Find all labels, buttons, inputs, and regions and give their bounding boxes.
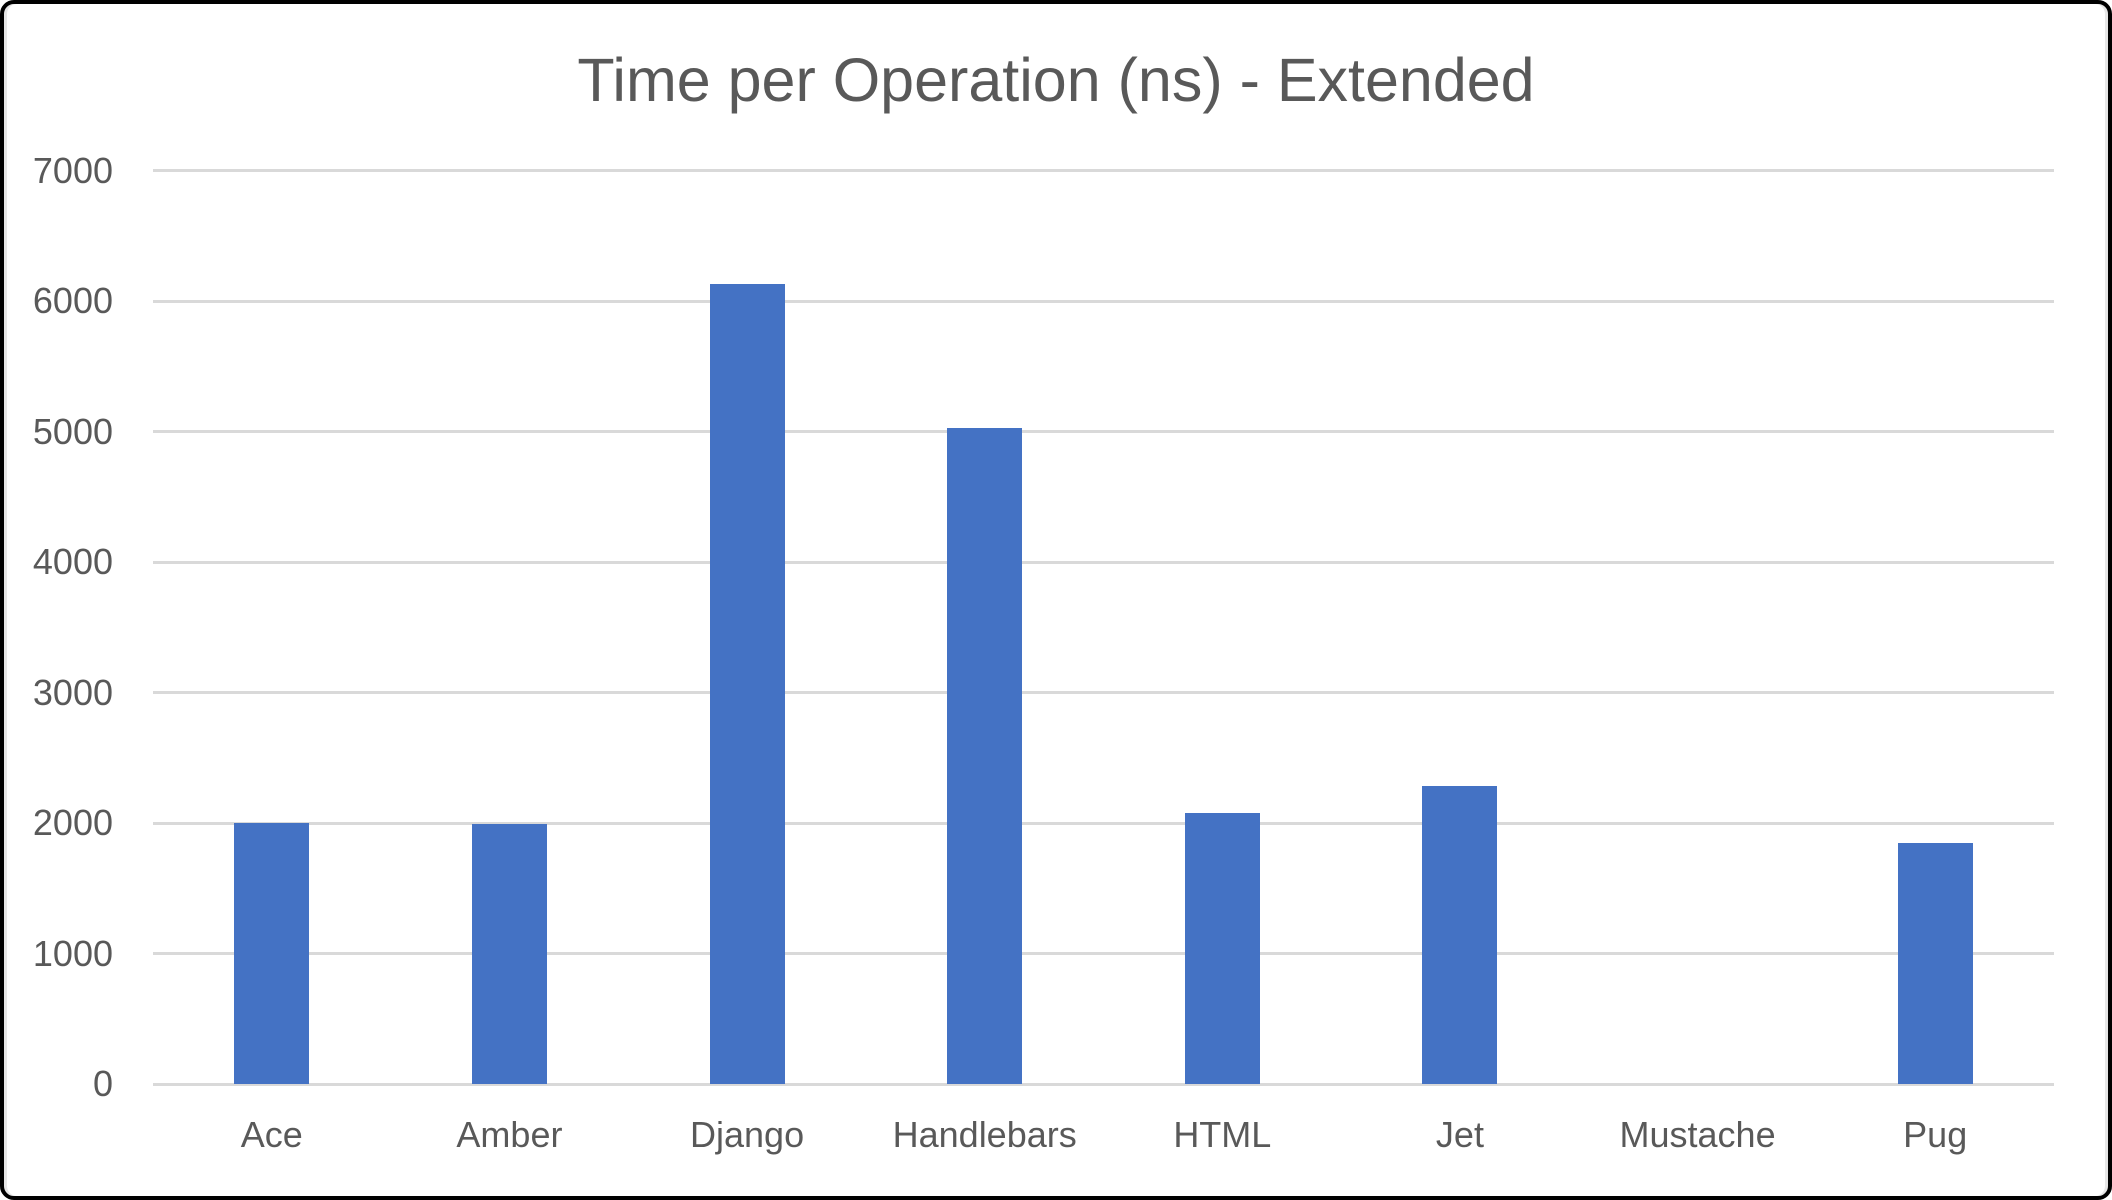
- gridline-3000: [153, 691, 2054, 694]
- bar-amber: [471, 824, 547, 1084]
- x-tick-label-jet: Jet: [1435, 1114, 1484, 1155]
- y-tick-label-1000: 1000: [32, 932, 113, 974]
- bar-ace: [234, 823, 310, 1084]
- bar-django: [709, 284, 785, 1084]
- y-tick-label-7000: 7000: [32, 149, 113, 191]
- y-tick-label-0: 0: [92, 1063, 113, 1104]
- gridline-4000: [153, 560, 2054, 564]
- gridline-6000: [153, 299, 2054, 303]
- y-tick-label-2000: 2000: [32, 802, 113, 843]
- gridline-5000: [153, 430, 2054, 433]
- gridline-1000: [153, 952, 2054, 955]
- x-tick-label-mustache: Mustache: [1619, 1114, 1776, 1155]
- gridline-7000: [153, 169, 2054, 172]
- gridline-2000: [153, 821, 2054, 825]
- gridline-0: [153, 1082, 2054, 1086]
- y-tick-label-3000: 3000: [32, 671, 113, 713]
- x-tick-label-html: HTML: [1173, 1114, 1272, 1155]
- chart-title: Time per Operation (ns) - Extended: [577, 46, 1535, 114]
- bar-html: [1184, 813, 1260, 1084]
- x-tick-label-pug: Pug: [1903, 1114, 1968, 1155]
- x-tick-label-django: Django: [690, 1114, 805, 1155]
- x-tick-label-amber: Amber: [456, 1114, 563, 1155]
- y-tick-label-6000: 6000: [32, 280, 113, 321]
- bar-handlebars: [947, 427, 1023, 1084]
- bar-jet: [1422, 785, 1498, 1084]
- y-tick-label-4000: 4000: [32, 541, 113, 582]
- x-tick-label-handlebars: Handlebars: [892, 1114, 1077, 1155]
- x-tick-label-ace: Ace: [240, 1114, 303, 1155]
- bar-pug: [1897, 842, 1973, 1084]
- y-tick-label-5000: 5000: [32, 410, 113, 452]
